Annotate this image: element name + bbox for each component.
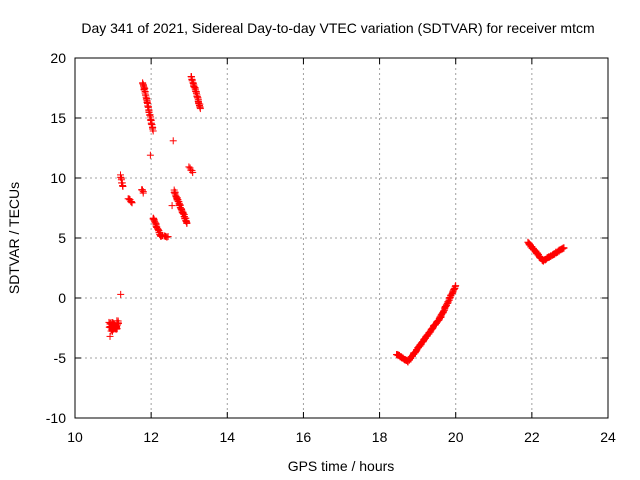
data-point bbox=[146, 111, 154, 119]
data-point bbox=[185, 163, 193, 171]
y-tick-label: 15 bbox=[50, 110, 66, 126]
data-point bbox=[138, 186, 146, 194]
y-tick-labels: -10 -5 0 5 10 15 20 bbox=[46, 50, 66, 426]
y-tick-label: -5 bbox=[54, 350, 67, 366]
data-point bbox=[128, 199, 136, 207]
data-point bbox=[139, 189, 147, 197]
x-tick-label: 12 bbox=[143, 429, 159, 445]
y-tick-label: -10 bbox=[46, 410, 66, 426]
x-tick-label: 10 bbox=[67, 429, 83, 445]
x-axis-label: GPS time / hours bbox=[288, 458, 395, 474]
data-point bbox=[168, 202, 176, 210]
data-point bbox=[452, 282, 460, 290]
data-point bbox=[183, 219, 191, 227]
data-point bbox=[163, 233, 171, 241]
data-points bbox=[105, 73, 568, 366]
data-point bbox=[179, 209, 187, 217]
data-point bbox=[444, 298, 452, 306]
data-point bbox=[149, 127, 157, 135]
data-point bbox=[128, 198, 136, 206]
data-point bbox=[450, 286, 458, 294]
grid-lines bbox=[75, 58, 608, 418]
y-tick-label: 10 bbox=[50, 170, 66, 186]
y-axis-label: SDTVAR / TECUs bbox=[6, 182, 22, 294]
data-point bbox=[146, 151, 154, 159]
data-point bbox=[106, 332, 114, 340]
y-tick-label: 20 bbox=[50, 50, 66, 66]
x-tick-labels: 10 12 14 16 18 20 22 24 bbox=[67, 429, 616, 445]
data-point bbox=[560, 244, 568, 252]
data-point bbox=[113, 317, 121, 325]
x-tick-label: 18 bbox=[372, 429, 388, 445]
y-tick-label: 5 bbox=[58, 230, 66, 246]
axis-ticks bbox=[74, 57, 609, 419]
y-tick-label: 0 bbox=[58, 290, 66, 306]
data-point bbox=[169, 137, 177, 145]
data-point bbox=[196, 105, 204, 113]
data-point bbox=[140, 86, 148, 94]
data-point bbox=[189, 169, 197, 177]
x-tick-label: 16 bbox=[296, 429, 312, 445]
chart-title: Day 341 of 2021, Sidereal Day-to-day VTE… bbox=[81, 20, 594, 36]
x-tick-label: 22 bbox=[524, 429, 540, 445]
x-tick-label: 20 bbox=[448, 429, 464, 445]
x-tick-label: 14 bbox=[219, 429, 235, 445]
x-tick-label: 24 bbox=[600, 429, 616, 445]
data-point bbox=[164, 233, 172, 241]
data-point bbox=[117, 290, 125, 298]
data-point bbox=[119, 182, 127, 190]
